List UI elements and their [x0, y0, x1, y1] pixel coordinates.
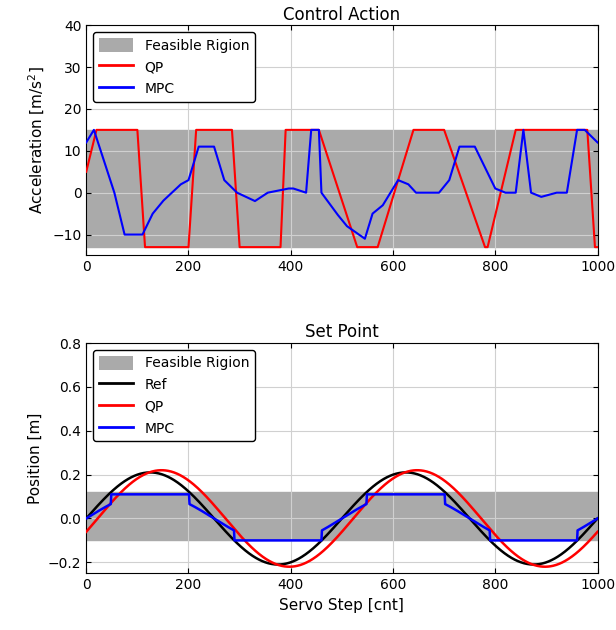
Y-axis label: Acceleration [m/s$^2$]: Acceleration [m/s$^2$] — [26, 66, 47, 214]
Title: Control Action: Control Action — [283, 6, 400, 24]
Legend: Feasible Rigion, Ref, QP, MPC: Feasible Rigion, Ref, QP, MPC — [93, 350, 254, 441]
Y-axis label: Position [m]: Position [m] — [27, 413, 43, 504]
Legend: Feasible Rigion, QP, MPC: Feasible Rigion, QP, MPC — [93, 32, 254, 101]
Bar — [86, 130, 598, 247]
X-axis label: Servo Step [cnt]: Servo Step [cnt] — [280, 598, 404, 613]
Bar — [86, 492, 598, 541]
Title: Set Point: Set Point — [305, 323, 379, 341]
